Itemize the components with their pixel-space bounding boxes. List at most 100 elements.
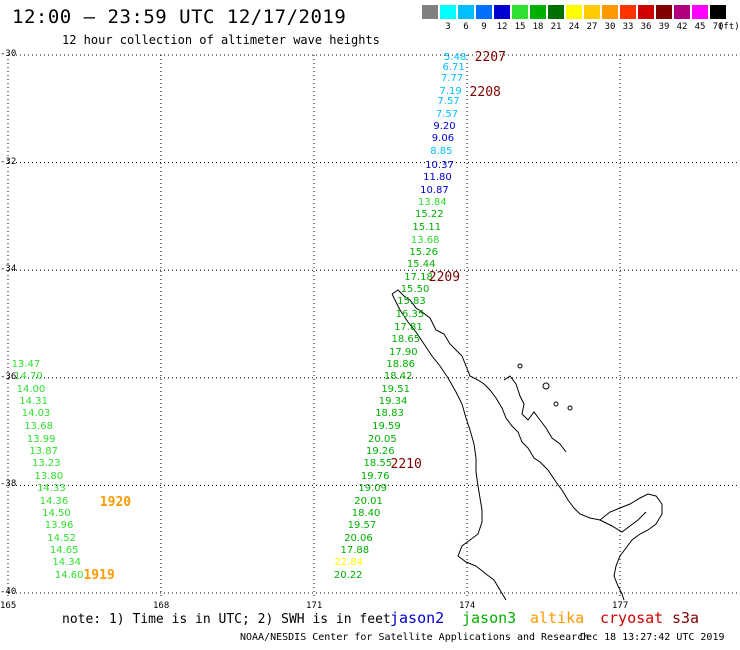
page-subtitle: 12 hour collection of altimeter wave hei… bbox=[62, 33, 380, 47]
wave-height-value: 14.36 bbox=[39, 495, 69, 507]
wave-height-value: 13.68 bbox=[410, 234, 440, 246]
wave-height-value: 22.84 bbox=[334, 557, 364, 569]
wave-height-value: 14.00 bbox=[16, 383, 46, 395]
wave-height-value: 17.88 bbox=[340, 545, 370, 557]
scale-swatch bbox=[674, 5, 690, 19]
pass-time-label: 2208 bbox=[469, 84, 501, 100]
pass-time-label: 2209 bbox=[428, 270, 461, 286]
legend-satellite-cryosat: cryosat bbox=[600, 609, 664, 627]
north-island-coastline bbox=[391, 289, 663, 601]
wave-height-value: 9.06 bbox=[431, 133, 455, 145]
wave-height-value: 7.19 bbox=[439, 85, 462, 97]
legend-satellite-jason3: jason3 bbox=[462, 609, 517, 627]
scale-swatch bbox=[692, 5, 708, 19]
wave-height-value: 19.57 bbox=[347, 520, 377, 532]
latitude-tick-label: -40 bbox=[0, 587, 17, 597]
scale-swatch bbox=[512, 5, 528, 19]
wave-height-value: 16.35 bbox=[395, 309, 425, 321]
wave-height-value: 14.03 bbox=[21, 408, 51, 420]
scale-unit-label: (ft) bbox=[718, 22, 740, 32]
wave-height-value: 17.81 bbox=[394, 321, 423, 333]
pass-time-label: 2210 bbox=[390, 456, 422, 472]
wave-height-value: 18.83 bbox=[375, 408, 404, 420]
scale-label: 30 bbox=[604, 22, 616, 32]
note-text: note: 1) Time is in UTC; 2) SWH is in fe… bbox=[62, 612, 391, 627]
east-cape-coastline bbox=[599, 511, 647, 533]
longitude-tick-label: 171 bbox=[306, 601, 323, 611]
scale-label: 27 bbox=[586, 22, 598, 32]
longitude-tick-label: 165 bbox=[0, 601, 17, 611]
scale-label: 33 bbox=[622, 22, 634, 32]
wave-height-value: 14.65 bbox=[49, 545, 79, 557]
wave-height-value: 9.20 bbox=[433, 121, 456, 133]
scale-swatch bbox=[710, 5, 726, 19]
scale-swatch bbox=[494, 5, 510, 19]
wave-height-value: 20.06 bbox=[344, 532, 373, 544]
wave-height-value: 7.77 bbox=[440, 73, 464, 85]
wave-height-value: 20.01 bbox=[354, 495, 383, 507]
scale-label: 9 bbox=[481, 22, 487, 32]
scale-swatch bbox=[566, 5, 582, 19]
wave-height-value: 13.96 bbox=[44, 520, 74, 532]
wave-height-value: 14.60 bbox=[54, 569, 84, 581]
north-island-west-coastline bbox=[391, 293, 507, 601]
wave-height-value: 15.44 bbox=[406, 259, 436, 271]
latitude-tick-label: -36 bbox=[0, 371, 17, 382]
wave-height-value: 8.85 bbox=[430, 145, 453, 157]
coastline bbox=[391, 289, 663, 601]
scale-swatch bbox=[602, 5, 618, 19]
latitude-tick-label: -38 bbox=[0, 479, 17, 490]
wave-height-value: 13.99 bbox=[26, 433, 56, 445]
wave-height-value: 13.47 bbox=[11, 359, 41, 371]
wave-height-value: 14.33 bbox=[37, 483, 66, 495]
wave-height-value: 19.76 bbox=[360, 470, 390, 482]
scale-swatch bbox=[458, 5, 474, 19]
wave-height-value: 18.42 bbox=[383, 371, 413, 383]
wave-height-value: 11.80 bbox=[423, 172, 452, 184]
wave-height-value: 15.50 bbox=[400, 284, 430, 296]
pass-time-label: 1920 bbox=[99, 494, 132, 510]
wave-height-value: 13.87 bbox=[29, 446, 59, 458]
wave-height-value: 19.59 bbox=[372, 421, 401, 433]
wave-height-value: 18.40 bbox=[351, 507, 381, 519]
wave-height-value: 14.34 bbox=[52, 557, 81, 569]
wave-height-value: 10.37 bbox=[425, 159, 454, 171]
wave-height-value: 7.57 bbox=[435, 108, 459, 120]
scale-swatch bbox=[530, 5, 546, 19]
scale-swatch bbox=[476, 5, 492, 19]
wave-height-value: 17.18 bbox=[404, 271, 433, 283]
wave-height-value: 14.50 bbox=[42, 507, 71, 519]
wave-height-value: 20.22 bbox=[333, 569, 363, 581]
coromandel-coastline bbox=[503, 375, 567, 453]
scale-label: 42 bbox=[676, 22, 688, 32]
wave-height-value: 14.52 bbox=[47, 532, 76, 544]
wave-height-value: 14.70 bbox=[14, 371, 43, 383]
pass-time-label: 1919 bbox=[83, 567, 115, 583]
wave-height-value: 10.87 bbox=[420, 184, 449, 196]
scale-label: 15 bbox=[514, 22, 526, 32]
scale-label: 21 bbox=[550, 22, 562, 32]
page-title: 12:00 – 23:59 UTC 12/17/2019 bbox=[12, 6, 347, 28]
latitude-tick-label: -34 bbox=[0, 264, 17, 275]
scale-label: 70 bbox=[712, 22, 724, 32]
latitude-tick-label: -30 bbox=[0, 49, 17, 59]
wave-height-value: 6.71 bbox=[442, 62, 465, 74]
longitude-tick-label: 177 bbox=[612, 601, 629, 611]
wave-height-value: 15.26 bbox=[409, 246, 438, 258]
wave-height-value: 19.51 bbox=[381, 383, 410, 395]
legend-satellite-altika: altika bbox=[530, 609, 585, 627]
wave-height-value: 20.05 bbox=[368, 433, 397, 445]
wave-height-value: 15.11 bbox=[412, 222, 442, 234]
wave-height-value: 15.83 bbox=[397, 296, 426, 308]
wave-height-value: 17.90 bbox=[388, 346, 418, 358]
pass-time-label: 2207 bbox=[474, 49, 506, 65]
wave-height-value: 19.26 bbox=[366, 446, 395, 458]
longitude-tick-label: 168 bbox=[153, 601, 170, 611]
scale-swatch bbox=[422, 5, 438, 19]
wave-height-value: 18.65 bbox=[391, 334, 421, 346]
wave-height-value: 14.31 bbox=[19, 396, 48, 407]
latitude-tick-label: -32 bbox=[0, 156, 17, 167]
scale-swatch bbox=[656, 5, 672, 19]
wave-height-value: 13.68 bbox=[24, 421, 53, 433]
